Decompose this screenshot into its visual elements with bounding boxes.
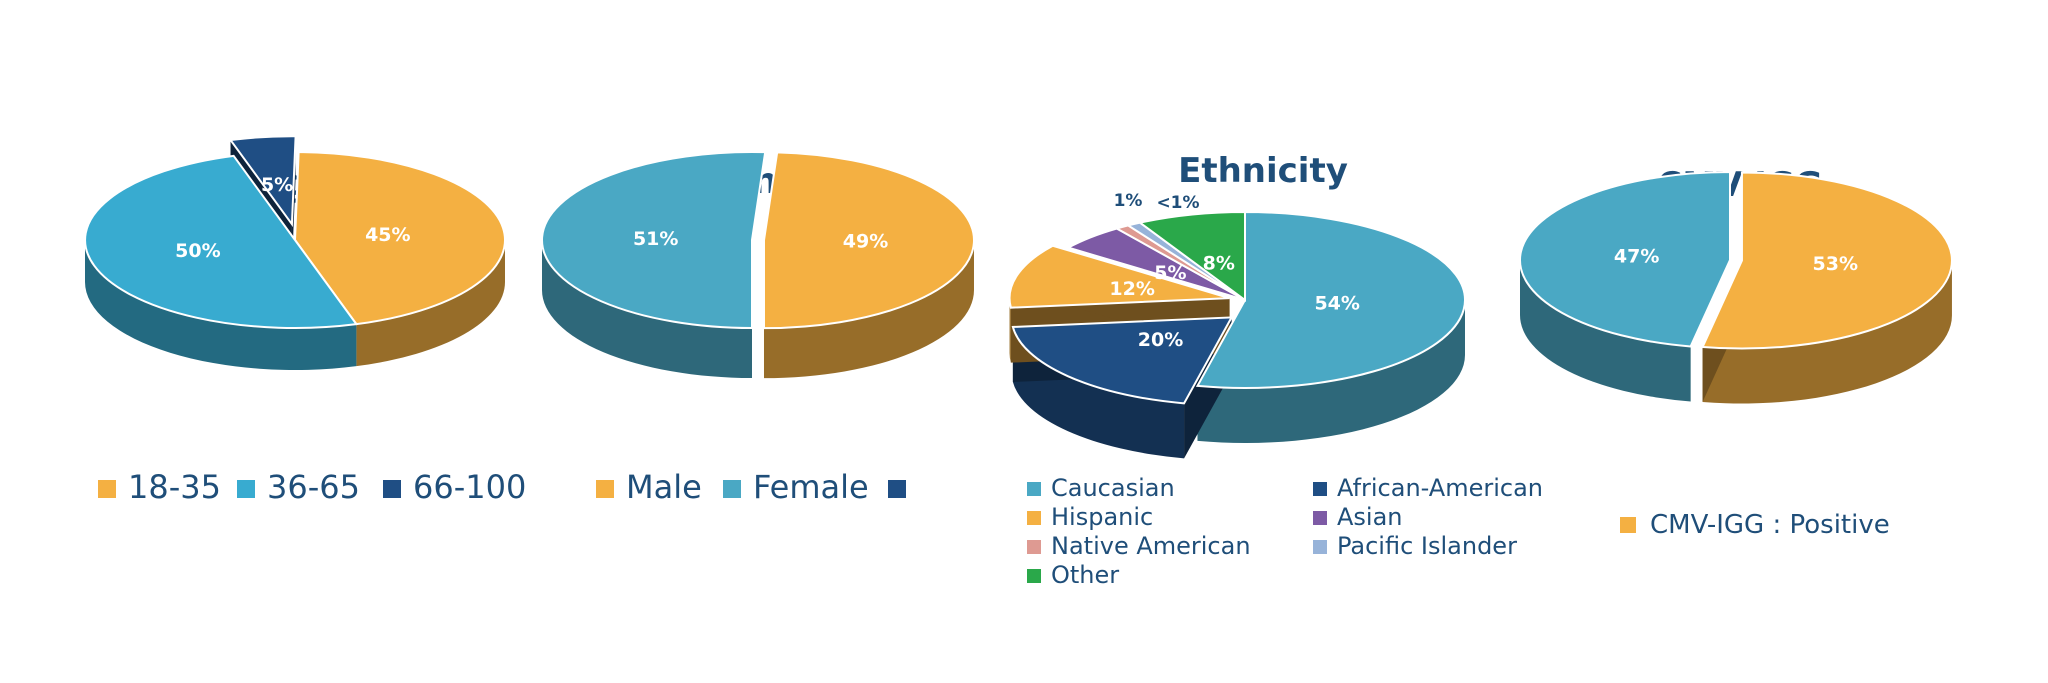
legend-label: Pacific Islander xyxy=(1337,532,1517,560)
legend-swatch xyxy=(383,480,401,498)
legend-label: Caucasian xyxy=(1051,474,1175,502)
legend: 18-35 36-65 66-100 xyxy=(98,468,526,506)
legend-label: Asian xyxy=(1337,503,1403,531)
slice-label-cmv-igg-negative: 47% xyxy=(1614,246,1659,268)
pie-side-female xyxy=(542,240,752,378)
legend-swatch xyxy=(1313,482,1327,496)
legend-label: 66-100 xyxy=(413,468,526,506)
slice-label-18-35: 45% xyxy=(365,224,410,246)
legend-swatch xyxy=(237,480,255,498)
legend-label: Male xyxy=(626,468,702,506)
slice-label-caucasian: 54% xyxy=(1314,293,1359,315)
pie-side-hispanic xyxy=(1009,298,1011,363)
slice-labels: 53% 47% xyxy=(1614,246,1858,275)
pie-side-cmv-igg-positive xyxy=(1702,260,1952,404)
slice-label-36-65: 50% xyxy=(175,240,220,262)
pie-side-36-65 xyxy=(85,240,357,370)
legend-label: African-American xyxy=(1337,474,1543,502)
slice-label-cmv-igg-positive: 53% xyxy=(1813,253,1858,275)
pie-slice-36-65 xyxy=(84,154,359,329)
pie-side-african-american xyxy=(1012,326,1185,459)
legend-swatch xyxy=(1313,511,1327,525)
legend-label: 18-35 xyxy=(128,468,221,506)
pie-side-18-35 xyxy=(356,240,505,367)
pie-slices xyxy=(1519,170,1953,350)
legend-item-unnamed xyxy=(888,480,906,498)
legend-label: Hispanic xyxy=(1051,503,1153,531)
pie-slice-other xyxy=(1137,210,1246,302)
chart-ethnicity: Ethnicity 54% 20% 12%5% 1% <1% 8% Caucasian Afri… xyxy=(1008,151,1543,589)
legend: Male Female xyxy=(596,468,906,506)
pie-slice-66-100 xyxy=(228,135,297,228)
legend-label: Other xyxy=(1051,561,1119,589)
pie-slice-female xyxy=(541,151,767,330)
slice-label-native-american: 1% xyxy=(1114,191,1143,211)
legend: CMV-IGG : Positive xyxy=(1620,510,1890,540)
legend-item-asian: Asian xyxy=(1313,503,1403,531)
pie-slice-hispanic xyxy=(1008,244,1230,309)
slice-label-pacific-islander: <1% xyxy=(1156,193,1199,213)
slice-label-female: 51% xyxy=(633,228,678,250)
slice-label-66-100: 5% xyxy=(261,174,293,196)
legend-item-native-american: Native American xyxy=(1027,532,1251,560)
pie-slice-cmv-igg-negative xyxy=(1519,170,1731,348)
legend-swatch xyxy=(1027,569,1041,583)
chart-title: Ethnicity xyxy=(1178,151,1348,191)
legend-swatch xyxy=(1027,511,1041,525)
slice-label-male: 49% xyxy=(843,230,888,252)
slice-label-asian: 5% xyxy=(1154,262,1186,284)
legend-swatch xyxy=(596,480,614,498)
pie-slices xyxy=(1008,210,1467,405)
legend-item-hispanic: Hispanic xyxy=(1027,503,1153,531)
legend-label: Native American xyxy=(1051,532,1251,560)
legend-item-african-american: African-American xyxy=(1313,474,1543,502)
pie-slice-caucasian xyxy=(1195,210,1467,389)
pie-side-male xyxy=(763,240,974,379)
legend-item-female: Female xyxy=(723,468,869,506)
legend-item-pacific-islander: Pacific Islander xyxy=(1313,532,1517,560)
legend-item-male: Male xyxy=(596,468,702,506)
legend-item-cmv-igg-positive: CMV-IGG : Positive xyxy=(1620,510,1890,540)
slice-label-hispanic: 12% xyxy=(1109,278,1154,300)
pie-slices xyxy=(541,151,975,330)
pie-slice-18-35 xyxy=(293,151,506,326)
legend-item-66-100: 66-100 xyxy=(383,468,526,506)
legend-label: Female xyxy=(753,468,869,506)
slice-labels: 54% 20% 12%5% 1% <1% 8% xyxy=(1109,191,1360,351)
slice-label-other: 8% xyxy=(1203,252,1235,274)
pie-side-cmv-igg-negative xyxy=(1520,260,1691,402)
legend-item-caucasian: Caucasian xyxy=(1027,474,1175,502)
legend-item-36-65: 36-65 xyxy=(237,468,360,506)
slice-labels: 51% 49% xyxy=(633,228,888,252)
legend-label: CMV-IGG : Positive xyxy=(1650,510,1890,540)
slice-label-african-american: 20% xyxy=(1138,329,1183,351)
legend-swatch xyxy=(723,480,741,498)
legend-swatch xyxy=(1620,517,1636,533)
pie-slice-male xyxy=(762,151,975,330)
pie-slice-cmv-igg-positive xyxy=(1701,171,1953,350)
legend-swatch xyxy=(1313,540,1327,554)
pie-side-caucasian xyxy=(1197,300,1465,443)
pie-slice-african-american xyxy=(1011,316,1234,405)
legend-swatch xyxy=(888,480,906,498)
legend-swatch xyxy=(1027,540,1041,554)
legend-swatch xyxy=(1027,482,1041,496)
legend-item-18-35: 18-35 xyxy=(98,468,221,506)
legend-swatch xyxy=(98,480,116,498)
legend: Caucasian African-American Hispanic Asian Na… xyxy=(1027,474,1543,589)
legend-label: 36-65 xyxy=(267,468,360,506)
legend-item-other: Other xyxy=(1027,561,1119,589)
pie-slices xyxy=(84,135,506,329)
slice-labels: 45% 50% 5% xyxy=(175,174,410,262)
